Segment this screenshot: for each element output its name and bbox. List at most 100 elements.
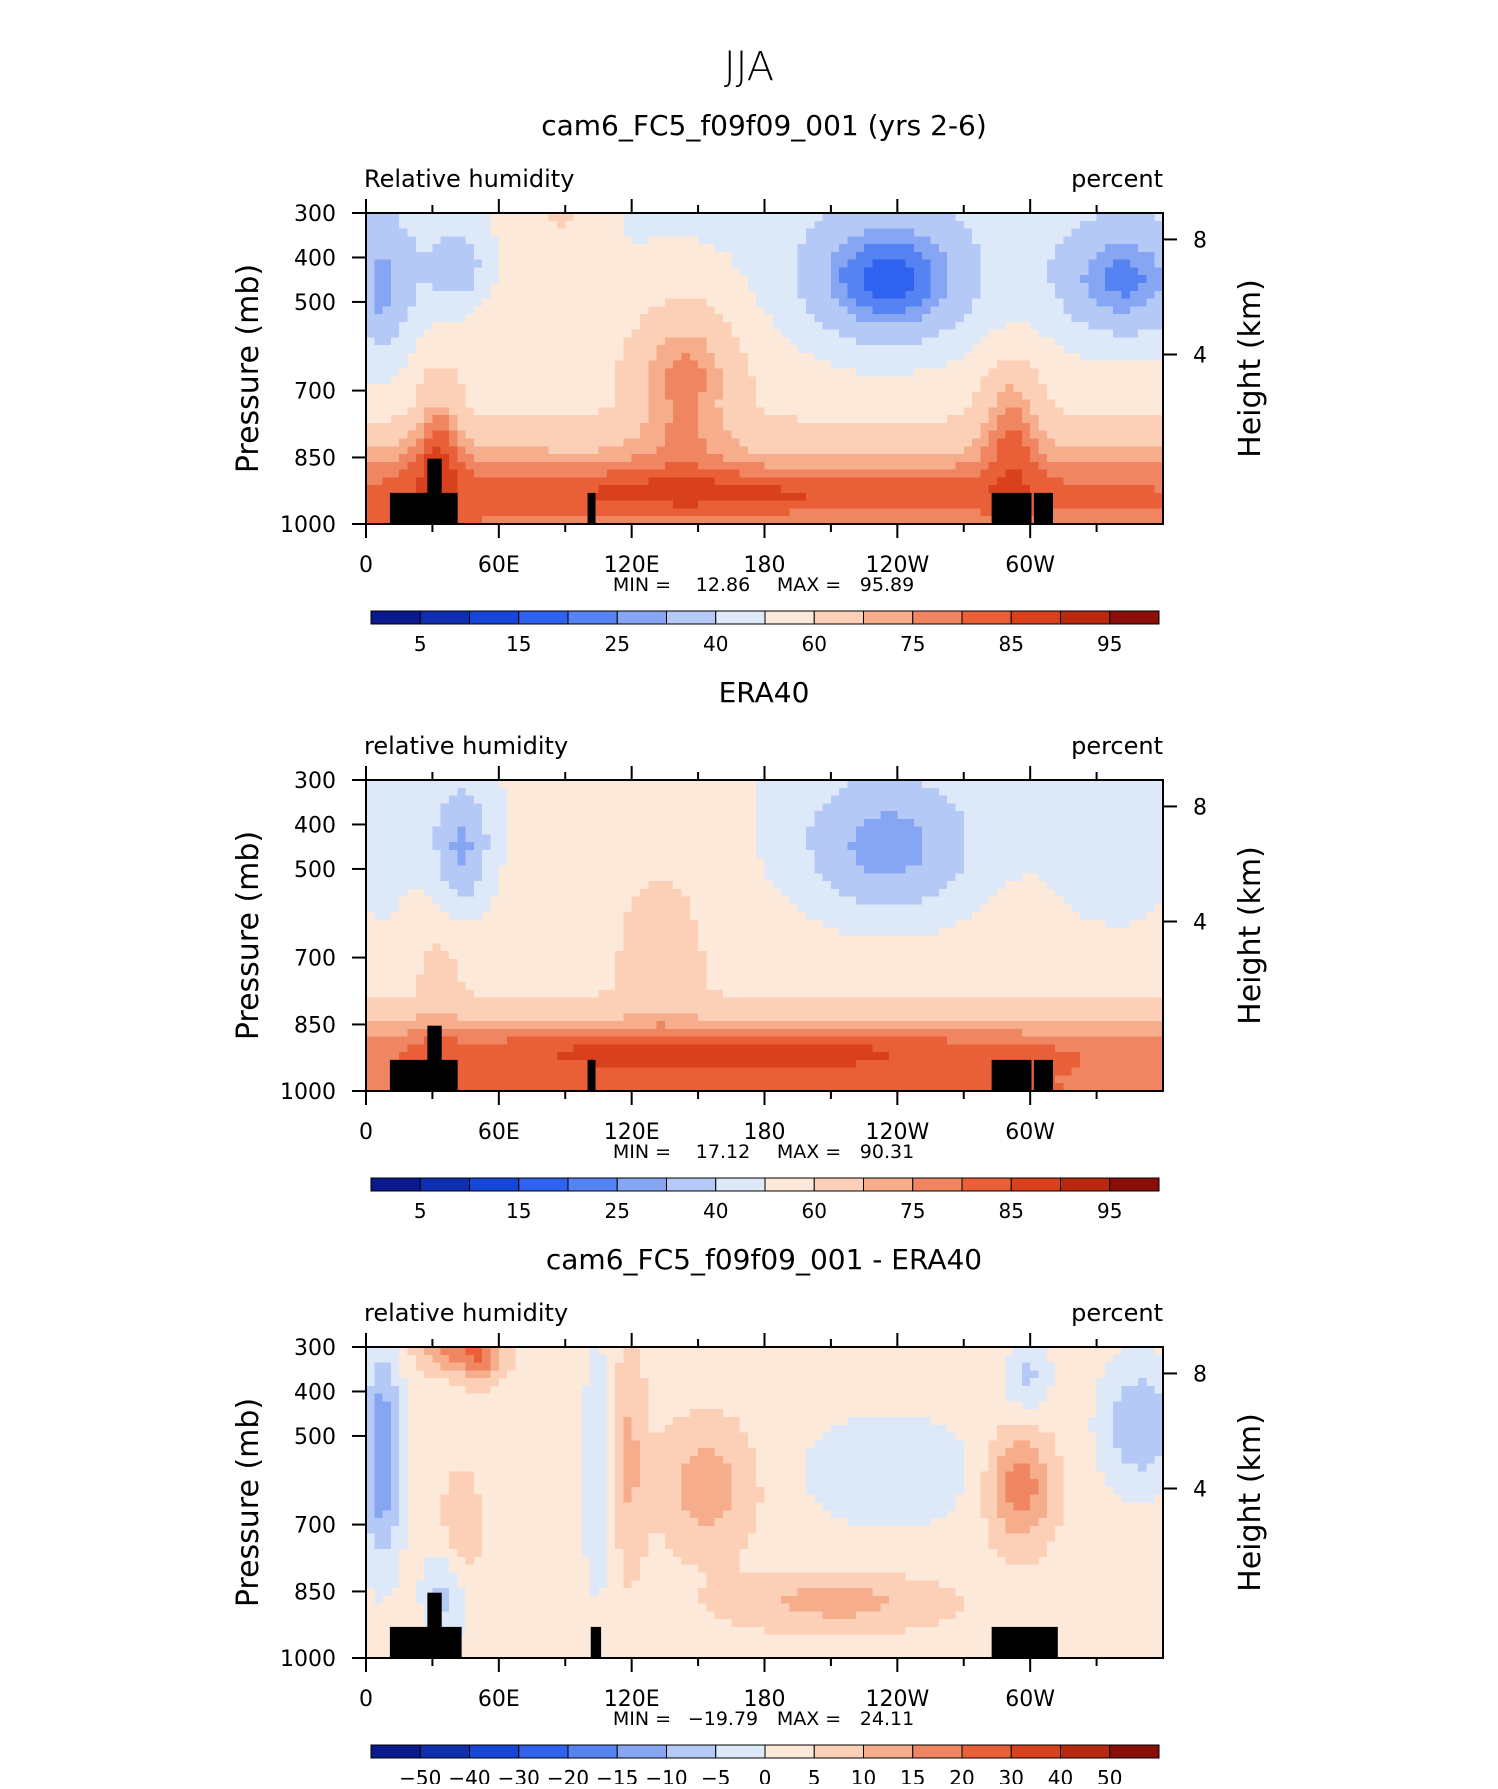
field-cell xyxy=(980,407,989,415)
field-cell xyxy=(1146,407,1155,415)
field-cell xyxy=(1113,493,1122,501)
field-cell xyxy=(590,477,599,485)
field-cell xyxy=(432,415,441,423)
field-cell xyxy=(939,306,948,314)
field-cell xyxy=(1005,485,1014,493)
field-cell xyxy=(640,236,649,244)
field-cell xyxy=(715,485,724,493)
field-cell xyxy=(906,392,915,400)
field-cell xyxy=(823,415,832,423)
field-cell xyxy=(557,446,566,454)
field-cell xyxy=(1105,407,1114,415)
field-cell xyxy=(491,446,500,454)
field-cell xyxy=(424,260,433,268)
field-cell xyxy=(848,477,857,485)
field-cell xyxy=(499,369,508,377)
field-cell xyxy=(565,221,574,229)
field-cell xyxy=(972,796,981,804)
field-cell xyxy=(765,485,774,493)
field-cell xyxy=(1030,376,1039,384)
field-cell xyxy=(632,842,641,850)
field-cell xyxy=(391,485,400,493)
field-cell xyxy=(947,361,956,369)
field-cell xyxy=(1038,361,1047,369)
field-cell xyxy=(391,834,400,842)
field-cell xyxy=(366,275,375,283)
field-cell xyxy=(1022,858,1031,866)
field-cell xyxy=(673,834,682,842)
field-cell xyxy=(756,431,765,439)
field-cell xyxy=(391,431,400,439)
field-cell xyxy=(1080,462,1089,470)
field-cell xyxy=(756,213,765,221)
field-cell xyxy=(848,299,857,307)
field-cell xyxy=(1022,788,1031,796)
field-cell xyxy=(432,283,441,291)
field-cell xyxy=(549,508,558,516)
field-cell xyxy=(1097,337,1106,345)
field-cell xyxy=(366,244,375,252)
field-cell xyxy=(831,811,840,819)
field-cell xyxy=(839,454,848,462)
field-cell xyxy=(980,267,989,275)
field-cell xyxy=(964,796,973,804)
field-cell xyxy=(615,314,624,322)
field-cell xyxy=(507,283,516,291)
field-cell xyxy=(582,780,591,788)
field-cell xyxy=(1138,361,1147,369)
field-cell xyxy=(482,376,491,384)
field-cell xyxy=(449,361,458,369)
field-cell xyxy=(424,850,433,858)
field-cell xyxy=(582,470,591,478)
field-cell xyxy=(607,400,616,408)
field-cell xyxy=(474,819,483,827)
field-cell xyxy=(1088,361,1097,369)
field-cell xyxy=(1121,345,1130,353)
field-cell xyxy=(872,392,881,400)
field-cell xyxy=(872,423,881,431)
field-cell xyxy=(466,477,475,485)
field-cell xyxy=(964,858,973,866)
field-cell xyxy=(756,306,765,314)
field-cell xyxy=(657,337,666,345)
field-cell xyxy=(565,376,574,384)
field-cell xyxy=(798,213,807,221)
field-cell xyxy=(723,322,732,330)
field-cell xyxy=(432,299,441,307)
field-cell xyxy=(391,337,400,345)
field-cell xyxy=(931,431,940,439)
field-cell xyxy=(980,485,989,493)
field-cell xyxy=(607,850,616,858)
field-cell xyxy=(864,392,873,400)
field-cell xyxy=(756,485,765,493)
field-cell xyxy=(449,267,458,275)
field-cell xyxy=(997,252,1006,260)
field-cell xyxy=(781,780,790,788)
field-cell xyxy=(457,485,466,493)
field-cell xyxy=(1055,454,1064,462)
field-cell xyxy=(673,438,682,446)
field-cell xyxy=(416,260,425,268)
field-cell xyxy=(648,275,657,283)
field-cell xyxy=(524,508,533,516)
field-cell xyxy=(474,477,483,485)
field-cell xyxy=(889,369,898,377)
field-cell xyxy=(1072,415,1081,423)
field-cell xyxy=(931,858,940,866)
field-cell xyxy=(964,493,973,501)
field-cell xyxy=(980,850,989,858)
field-cell xyxy=(657,353,666,361)
field-cell xyxy=(831,827,840,835)
field-cell xyxy=(590,446,599,454)
field-cell xyxy=(748,314,757,322)
field-cell xyxy=(756,842,765,850)
field-cell xyxy=(798,454,807,462)
field-cell xyxy=(881,834,890,842)
field-cell xyxy=(914,361,923,369)
field-cell xyxy=(715,462,724,470)
field-cell xyxy=(997,221,1006,229)
field-cell xyxy=(665,299,674,307)
field-cell xyxy=(922,314,931,322)
field-cell xyxy=(540,283,549,291)
